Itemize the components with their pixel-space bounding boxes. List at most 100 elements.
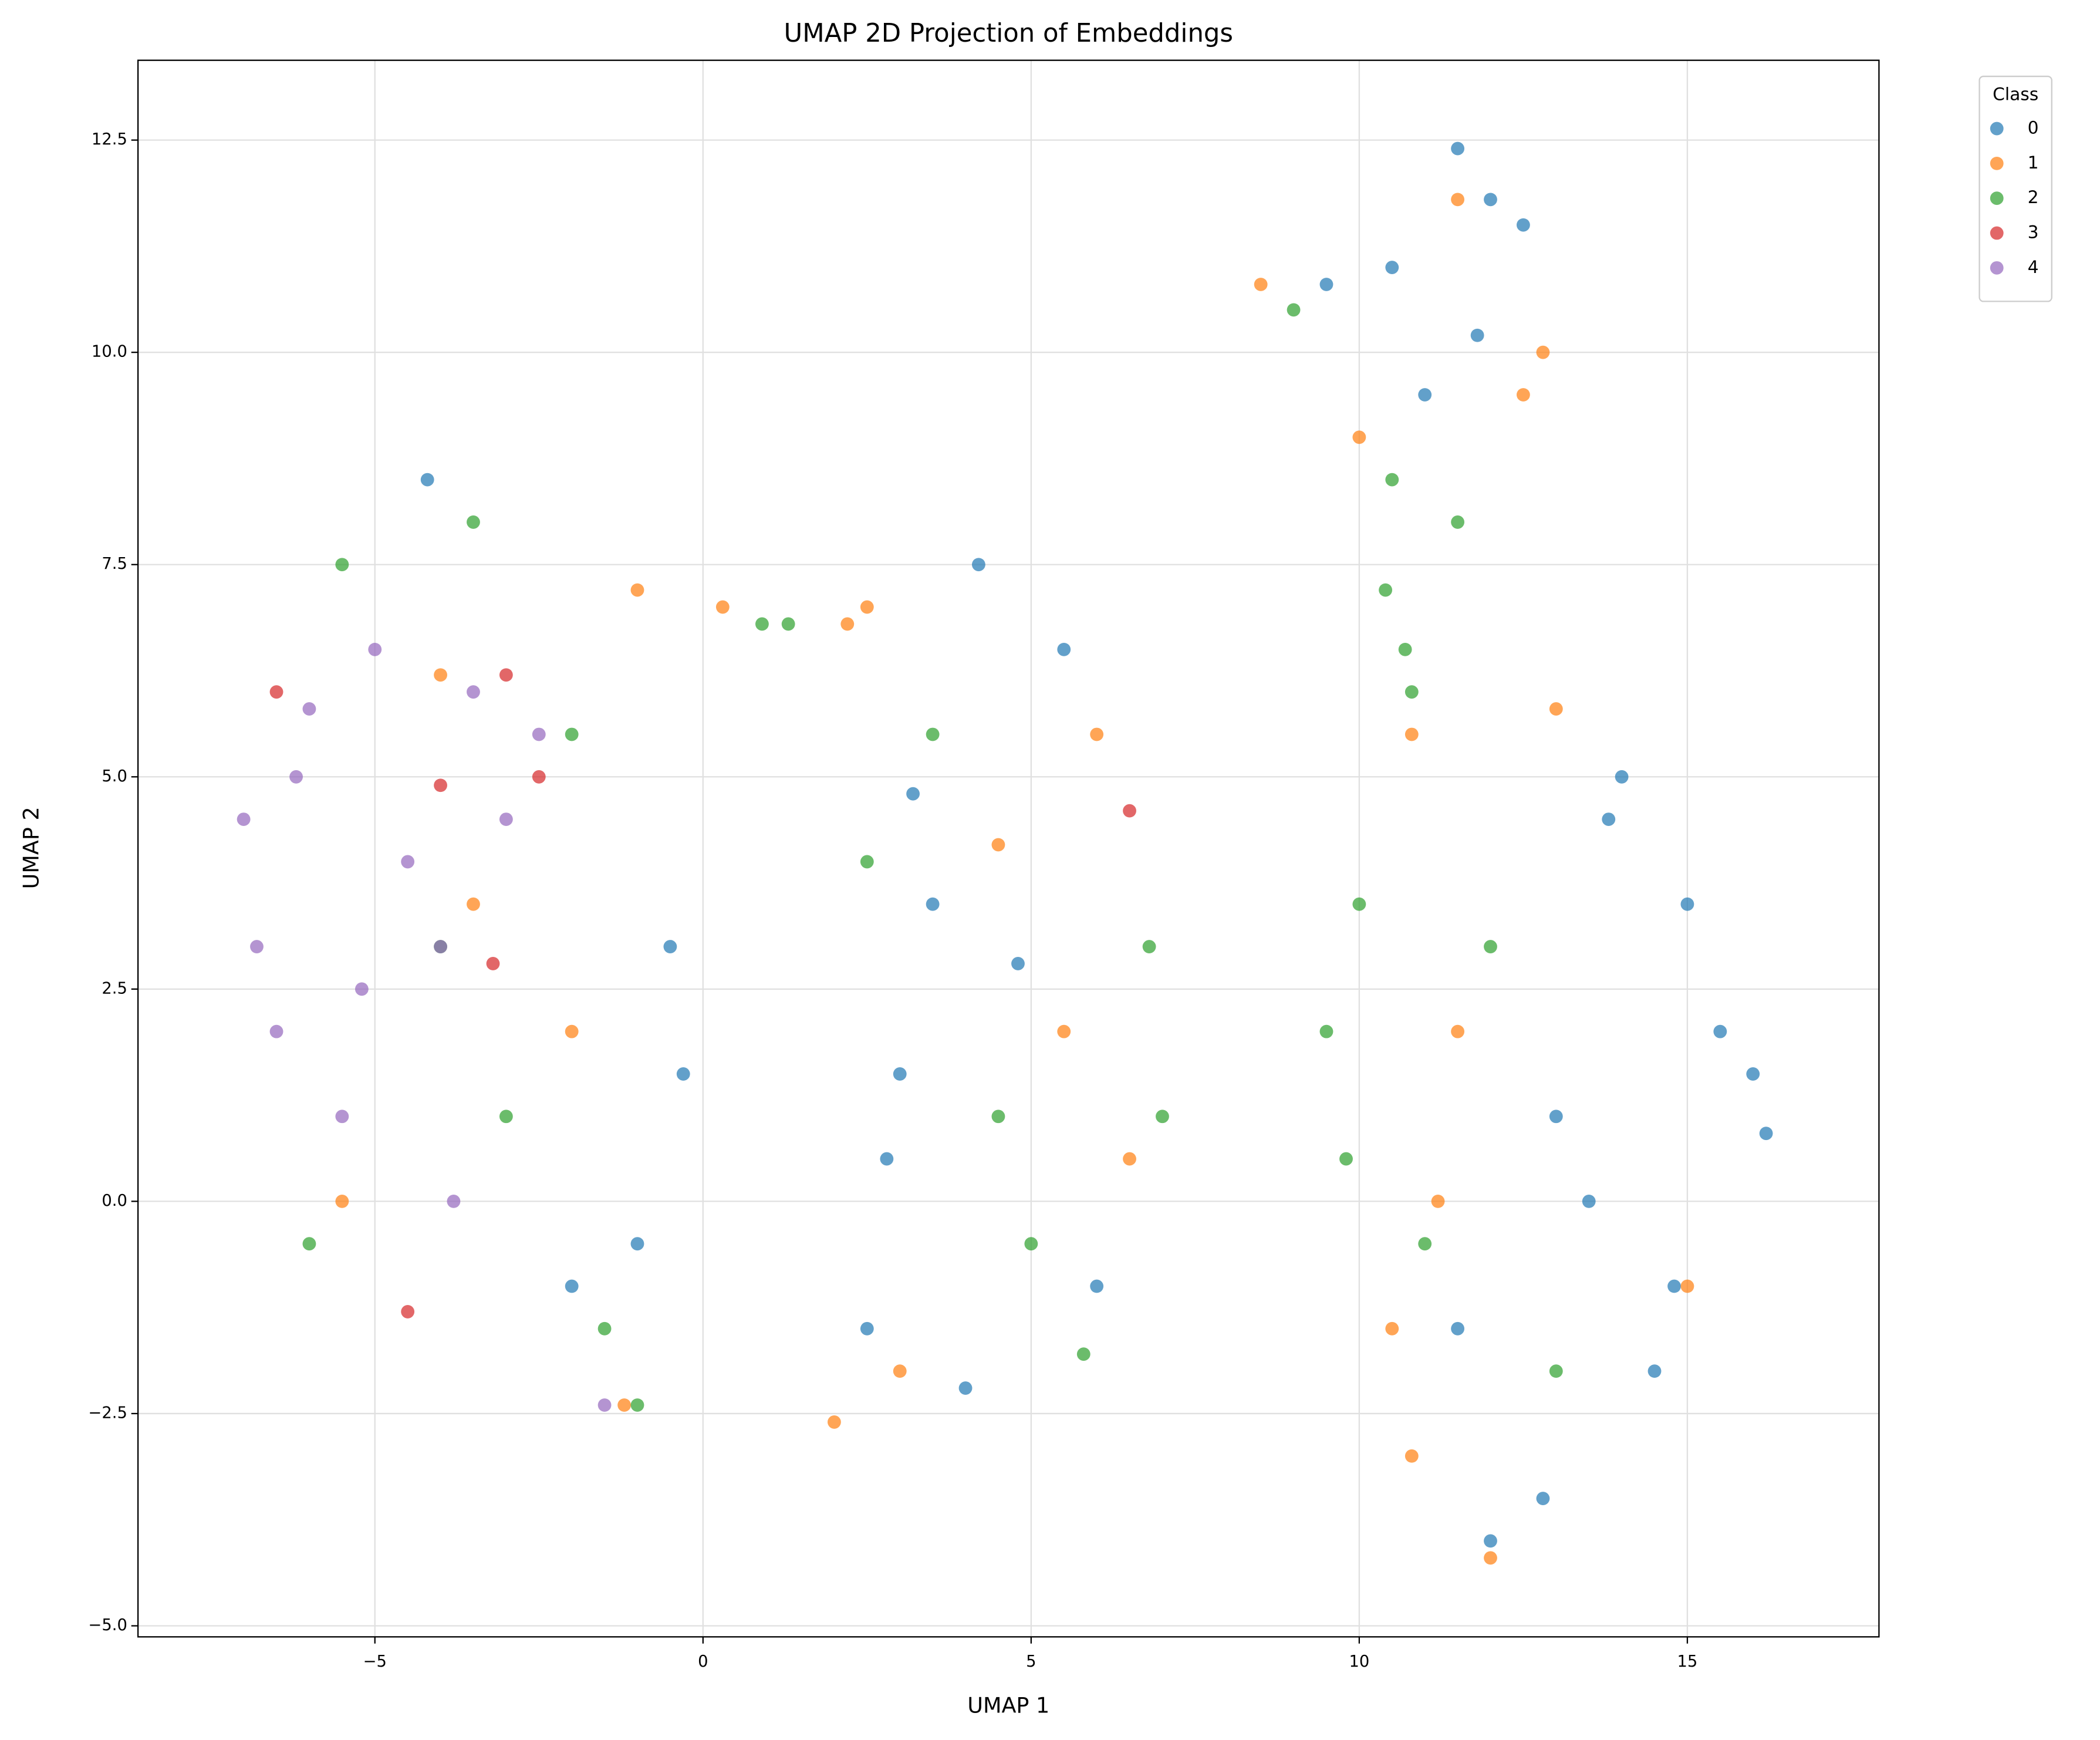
point <box>755 617 769 631</box>
point <box>1667 1279 1681 1293</box>
y-tick-label: 12.5 <box>92 130 127 149</box>
y-tick-label: 10.0 <box>92 343 127 361</box>
point <box>926 727 940 741</box>
point <box>1142 940 1156 953</box>
point <box>565 1279 579 1293</box>
point <box>499 668 513 682</box>
point <box>991 1110 1005 1124</box>
legend-marker <box>1990 226 2004 240</box>
point <box>1123 804 1136 818</box>
point <box>1404 727 1419 741</box>
point <box>880 1152 894 1166</box>
point <box>434 778 447 793</box>
point <box>1352 897 1366 911</box>
x-tick-label: 0 <box>698 1653 708 1671</box>
point <box>1680 897 1694 911</box>
point <box>1057 1024 1071 1038</box>
point <box>1470 328 1484 342</box>
point <box>335 1110 349 1124</box>
point <box>354 982 369 996</box>
point <box>1090 1279 1104 1293</box>
y-tick-label: 0.0 <box>102 1192 127 1210</box>
legend-label: 4 <box>2028 257 2039 277</box>
point <box>499 812 513 827</box>
chart-title: UMAP 2D Projection of Embeddings <box>784 19 1234 48</box>
point <box>1398 642 1412 656</box>
point <box>499 1110 513 1124</box>
point <box>565 1024 579 1038</box>
point <box>1287 303 1301 317</box>
point <box>828 1415 841 1429</box>
point <box>1076 1347 1090 1361</box>
point <box>269 1024 283 1038</box>
point <box>1057 642 1071 656</box>
point <box>991 838 1005 852</box>
point <box>302 1237 316 1251</box>
point <box>1451 1024 1465 1038</box>
point <box>467 515 480 529</box>
point <box>860 600 874 614</box>
legend-label: 3 <box>2028 222 2039 242</box>
point <box>1404 685 1419 699</box>
point <box>893 1067 907 1081</box>
point <box>1484 193 1497 207</box>
point <box>1011 957 1025 970</box>
legend-label: 1 <box>2028 152 2039 173</box>
legend-marker <box>1990 191 2004 205</box>
y-tick-label: −2.5 <box>88 1404 127 1422</box>
legend-label: 2 <box>2028 187 2039 207</box>
point <box>1451 141 1465 156</box>
x-tick-label: 15 <box>1677 1653 1698 1671</box>
point <box>1536 1492 1550 1505</box>
point <box>1404 1449 1419 1463</box>
point <box>1484 1534 1497 1548</box>
point <box>893 1364 907 1378</box>
point <box>958 1381 973 1395</box>
point <box>630 583 644 597</box>
point <box>289 770 303 784</box>
y-axis-label: UMAP 2 <box>18 807 43 889</box>
point <box>1484 1551 1497 1565</box>
point <box>1418 388 1432 402</box>
point <box>1516 218 1530 232</box>
legend-marker <box>1990 122 2004 136</box>
point <box>1451 1321 1465 1336</box>
point <box>335 558 349 572</box>
point <box>467 685 480 699</box>
y-tick-label: −5.0 <box>88 1616 127 1634</box>
point <box>467 897 480 911</box>
point <box>565 727 579 741</box>
point <box>1024 1237 1038 1251</box>
point <box>1352 430 1366 444</box>
point <box>1713 1024 1727 1038</box>
point <box>1418 1237 1432 1251</box>
point <box>447 1194 461 1208</box>
point <box>250 940 264 953</box>
point <box>1319 1024 1333 1038</box>
point <box>715 600 730 614</box>
point <box>1582 1194 1596 1208</box>
x-tick-label: 5 <box>1026 1653 1036 1671</box>
point <box>532 727 546 741</box>
point <box>926 897 940 911</box>
legend-title: Class <box>1993 84 2038 104</box>
point <box>1319 278 1333 291</box>
plot-frame <box>137 59 1880 1638</box>
point <box>597 1321 612 1336</box>
point <box>1431 1194 1445 1208</box>
point <box>617 1398 632 1412</box>
point <box>971 558 985 572</box>
point <box>630 1237 644 1251</box>
legend-label: 0 <box>2028 117 2039 138</box>
point <box>401 855 415 869</box>
point <box>860 855 874 869</box>
y-tick-label: 7.5 <box>102 555 127 573</box>
point <box>368 642 382 656</box>
point <box>269 685 283 699</box>
point <box>532 770 546 784</box>
point <box>1451 515 1465 529</box>
point <box>663 940 677 953</box>
point <box>676 1067 690 1081</box>
